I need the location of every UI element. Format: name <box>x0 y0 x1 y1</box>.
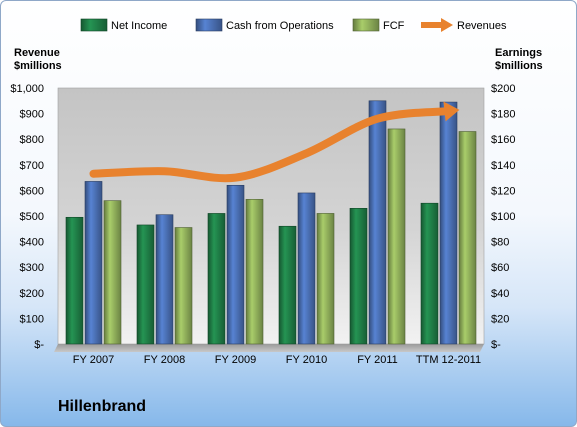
bar <box>136 224 155 345</box>
category-label: TTM 12-2011 <box>416 354 481 366</box>
bar <box>174 227 193 345</box>
category-label: FY 2008 <box>144 354 185 366</box>
bar <box>226 184 245 345</box>
left-tick-label: $1,000 <box>10 83 44 95</box>
right-axis-title-line1: Earnings <box>495 47 543 59</box>
bar <box>103 200 122 345</box>
right-tick-label: $120 <box>491 185 515 197</box>
legend-label: Net Income <box>111 20 167 32</box>
company-name: Hillenbrand <box>58 398 147 415</box>
bar <box>65 216 84 345</box>
legend-label: Cash from Operations <box>226 20 334 32</box>
bar <box>349 208 368 345</box>
right-tick-label: $160 <box>491 134 515 146</box>
legend-swatch <box>441 18 453 32</box>
category-label: FY 2011 <box>357 354 398 366</box>
left-axis-title-line1: Revenue <box>14 47 60 59</box>
bar <box>207 213 226 345</box>
right-tick-label: $60 <box>491 262 509 274</box>
bar <box>420 202 439 345</box>
legend-label: Revenues <box>457 20 507 32</box>
legend-swatch <box>80 18 108 32</box>
bar <box>278 225 297 345</box>
left-tick-label: $500 <box>20 211 44 223</box>
right-tick-label: $100 <box>491 211 515 223</box>
left-axis-title-line2: $millions <box>14 60 62 72</box>
bar <box>316 213 335 345</box>
legend-label: FCF <box>383 20 405 32</box>
revenues-line <box>89 107 453 183</box>
left-tick-label: $800 <box>20 134 44 146</box>
left-tick-label: $600 <box>20 185 44 197</box>
left-tick-label: $- <box>34 339 44 351</box>
left-tick-label: $200 <box>20 288 44 300</box>
bar <box>245 199 264 345</box>
left-tick-label: $700 <box>20 160 44 172</box>
left-axis-title: Revenue $millions <box>14 47 62 73</box>
bar <box>439 101 458 345</box>
plot-floor <box>54 344 484 352</box>
right-tick-label: $200 <box>491 83 515 95</box>
category-label: FY 2007 <box>73 354 114 366</box>
left-tick-label: $100 <box>20 313 44 325</box>
bar <box>155 214 174 345</box>
bar <box>297 192 316 345</box>
plot-area <box>57 87 485 345</box>
bar <box>387 128 406 345</box>
right-tick-label: $180 <box>491 109 515 121</box>
bar <box>368 100 387 345</box>
category-label: FY 2010 <box>286 354 327 366</box>
right-tick-label: $- <box>491 339 501 351</box>
right-axis-title: Earnings $millions <box>495 47 543 73</box>
left-tick-label: $400 <box>20 237 44 249</box>
right-axis-title-line2: $millions <box>495 60 543 72</box>
category-label: FY 2009 <box>215 354 256 366</box>
right-tick-label: $140 <box>491 160 515 172</box>
revenues-arrowhead <box>443 101 460 122</box>
right-tick-label: $80 <box>491 237 509 249</box>
bar <box>84 181 103 345</box>
right-tick-label: $20 <box>491 313 509 325</box>
bar <box>458 131 477 345</box>
left-tick-label: $900 <box>20 109 44 121</box>
legend-swatch <box>195 18 223 32</box>
legend-swatch <box>352 18 380 32</box>
left-tick-label: $300 <box>20 262 44 274</box>
right-tick-label: $40 <box>491 288 509 300</box>
